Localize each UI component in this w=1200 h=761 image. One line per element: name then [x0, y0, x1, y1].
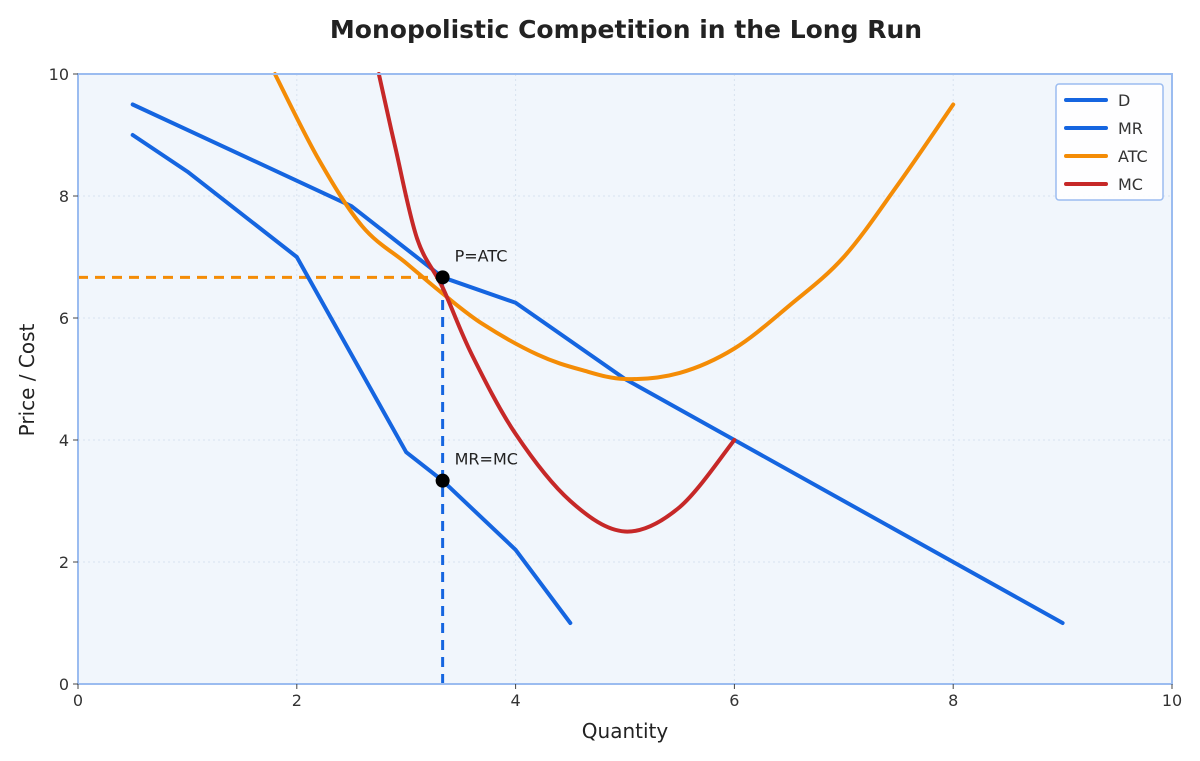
chart-title: Monopolistic Competition in the Long Run — [330, 15, 922, 44]
annotation-mr-mc: MR=MC — [455, 450, 518, 469]
plot-frame — [77, 73, 1173, 685]
x-tick-label: 8 — [948, 691, 958, 710]
x-tick-label: 6 — [729, 691, 739, 710]
x-tick-label: 2 — [292, 691, 302, 710]
series-d-line — [130, 102, 1065, 625]
x-tick-label: 10 — [1162, 691, 1182, 710]
y-tick-label: 0 — [59, 675, 69, 694]
y-tick-label: 2 — [59, 553, 69, 572]
y-tick-label: 8 — [59, 187, 69, 206]
legend-label-mc: MC — [1118, 175, 1143, 194]
x-axis-label: Quantity — [582, 719, 669, 743]
y-axis-label: Price / Cost — [15, 323, 39, 436]
legend-label-atc: ATC — [1118, 147, 1148, 166]
y-tick-label: 10 — [49, 65, 69, 84]
legend-box — [1055, 83, 1164, 201]
annotation-points: P=ATC MR=MC — [435, 246, 518, 488]
legend-label-mr: MR — [1118, 119, 1143, 138]
series-lines — [130, 72, 1065, 625]
point-mr-mc — [435, 473, 450, 488]
series-mc-line — [376, 72, 737, 534]
series-atc-line — [272, 72, 956, 382]
x-tick-label: 4 — [511, 691, 521, 710]
series-mr-line — [130, 133, 573, 625]
legend: D MR ATC MC — [1055, 83, 1164, 201]
y-tick-label: 6 — [59, 309, 69, 328]
x-tick-label: 0 — [73, 691, 83, 710]
point-p-atc — [435, 270, 450, 285]
annotation-p-atc: P=ATC — [455, 246, 508, 265]
axis-ticks: 0 2 4 6 8 10 0 2 4 6 8 10 — [49, 65, 1183, 710]
y-tick-label: 4 — [59, 431, 69, 450]
guide-lines — [78, 275, 445, 684]
legend-label-d: D — [1118, 91, 1130, 110]
